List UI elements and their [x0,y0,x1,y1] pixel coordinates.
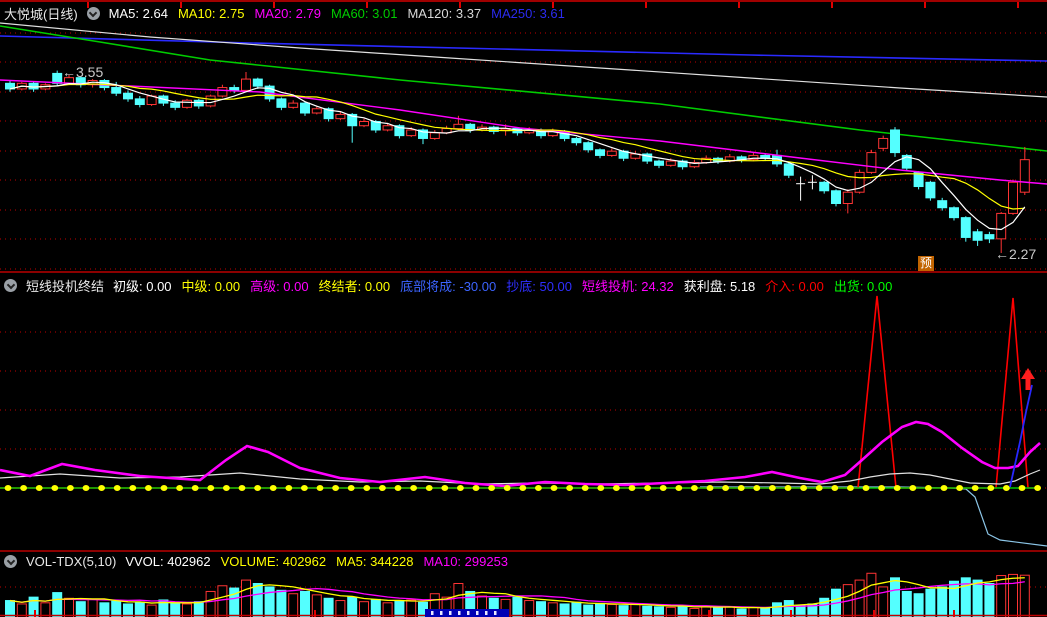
indicator-field: 中级: 0.00 [181,279,241,294]
volume-title: VOL-TDX(5,10) [26,554,117,569]
volume-panel: VOL-TDX(5,10) VVOL: 402962 VOLUME: 402962… [0,551,1047,617]
indicator-field: 获利盘: 5.18 [683,279,756,294]
indicator-field: 终结者: 0.00 [318,279,391,294]
indicator-chart[interactable] [0,272,1047,551]
ma-label: MA20: 2.79 [254,6,321,21]
volume-value-labels: VVOL: 402962 VOLUME: 402962 MA5: 344228 MA1… [125,554,508,569]
indicator-field: 高级: 0.00 [250,279,309,294]
volume-field: MA5: 344228 [336,554,414,569]
low-price-label: ←2.27 [995,246,1037,262]
main-chart-panel: 大悦城(日线) MA5: 2.64 MA10: 2.75 MA20: 2.79 MA6… [0,0,1047,272]
top-border [0,0,1047,2]
indicator-header: 短线投机终结 初级: 0.00 中级: 0.00 高级: 0.00 终结者: 0.00… [4,276,892,295]
indicator-field: 底部将成: -30.00 [400,279,497,294]
indicator-field: 出货: 0.00 [833,279,893,294]
candlestick-chart[interactable] [0,0,1047,272]
ma-label: MA10: 2.75 [177,6,245,21]
volume-chart[interactable] [0,551,1047,617]
chevron-down-icon[interactable] [4,555,17,568]
indicator-field: 短线投机: 24.32 [582,279,674,294]
volume-field: MA10: 299253 [423,554,509,569]
chevron-down-icon[interactable] [86,7,100,20]
panel-divider-2 [0,550,1047,552]
indicator-title: 短线投机终结 [26,279,105,294]
ma-label: MA5: 2.64 [108,6,168,21]
indicator-panel: 短线投机终结 初级: 0.00 中级: 0.00 高级: 0.00 终结者: 0.00… [0,272,1047,551]
ma-value-labels: MA5: 2.64 MA10: 2.75 MA20: 2.79 MA60: 3.01 M… [109,6,565,21]
indicator-field: 介入: 0.00 [765,279,824,294]
high-price-label: ←3.55 [62,64,104,80]
ma-label: MA120: 3.37 [407,6,482,21]
ma-label: MA60: 3.01 [330,6,398,21]
panel-divider-1 [0,271,1047,273]
volume-header: VOL-TDX(5,10) VVOL: 402962 VOLUME: 402962… [4,554,508,569]
chevron-down-icon[interactable] [4,279,17,292]
chart-title: 大悦城(日线) [4,7,78,22]
indicator-value-labels: 初级: 0.00 中级: 0.00 高级: 0.00 终结者: 0.00 底部将成: -… [113,276,892,295]
indicator-field: 抄底: 50.00 [506,279,572,294]
volume-field: VOLUME: 402962 [220,554,327,569]
main-chart-header: 大悦城(日线) MA5: 2.64 MA10: 2.75 MA20: 2.79 MA6… [4,4,565,23]
ma-label: MA250: 3.61 [491,6,565,21]
volume-field: VVOL: 402962 [125,554,211,569]
forecast-badge[interactable]: 预 [918,256,935,271]
indicator-field: 初级: 0.00 [113,279,172,294]
